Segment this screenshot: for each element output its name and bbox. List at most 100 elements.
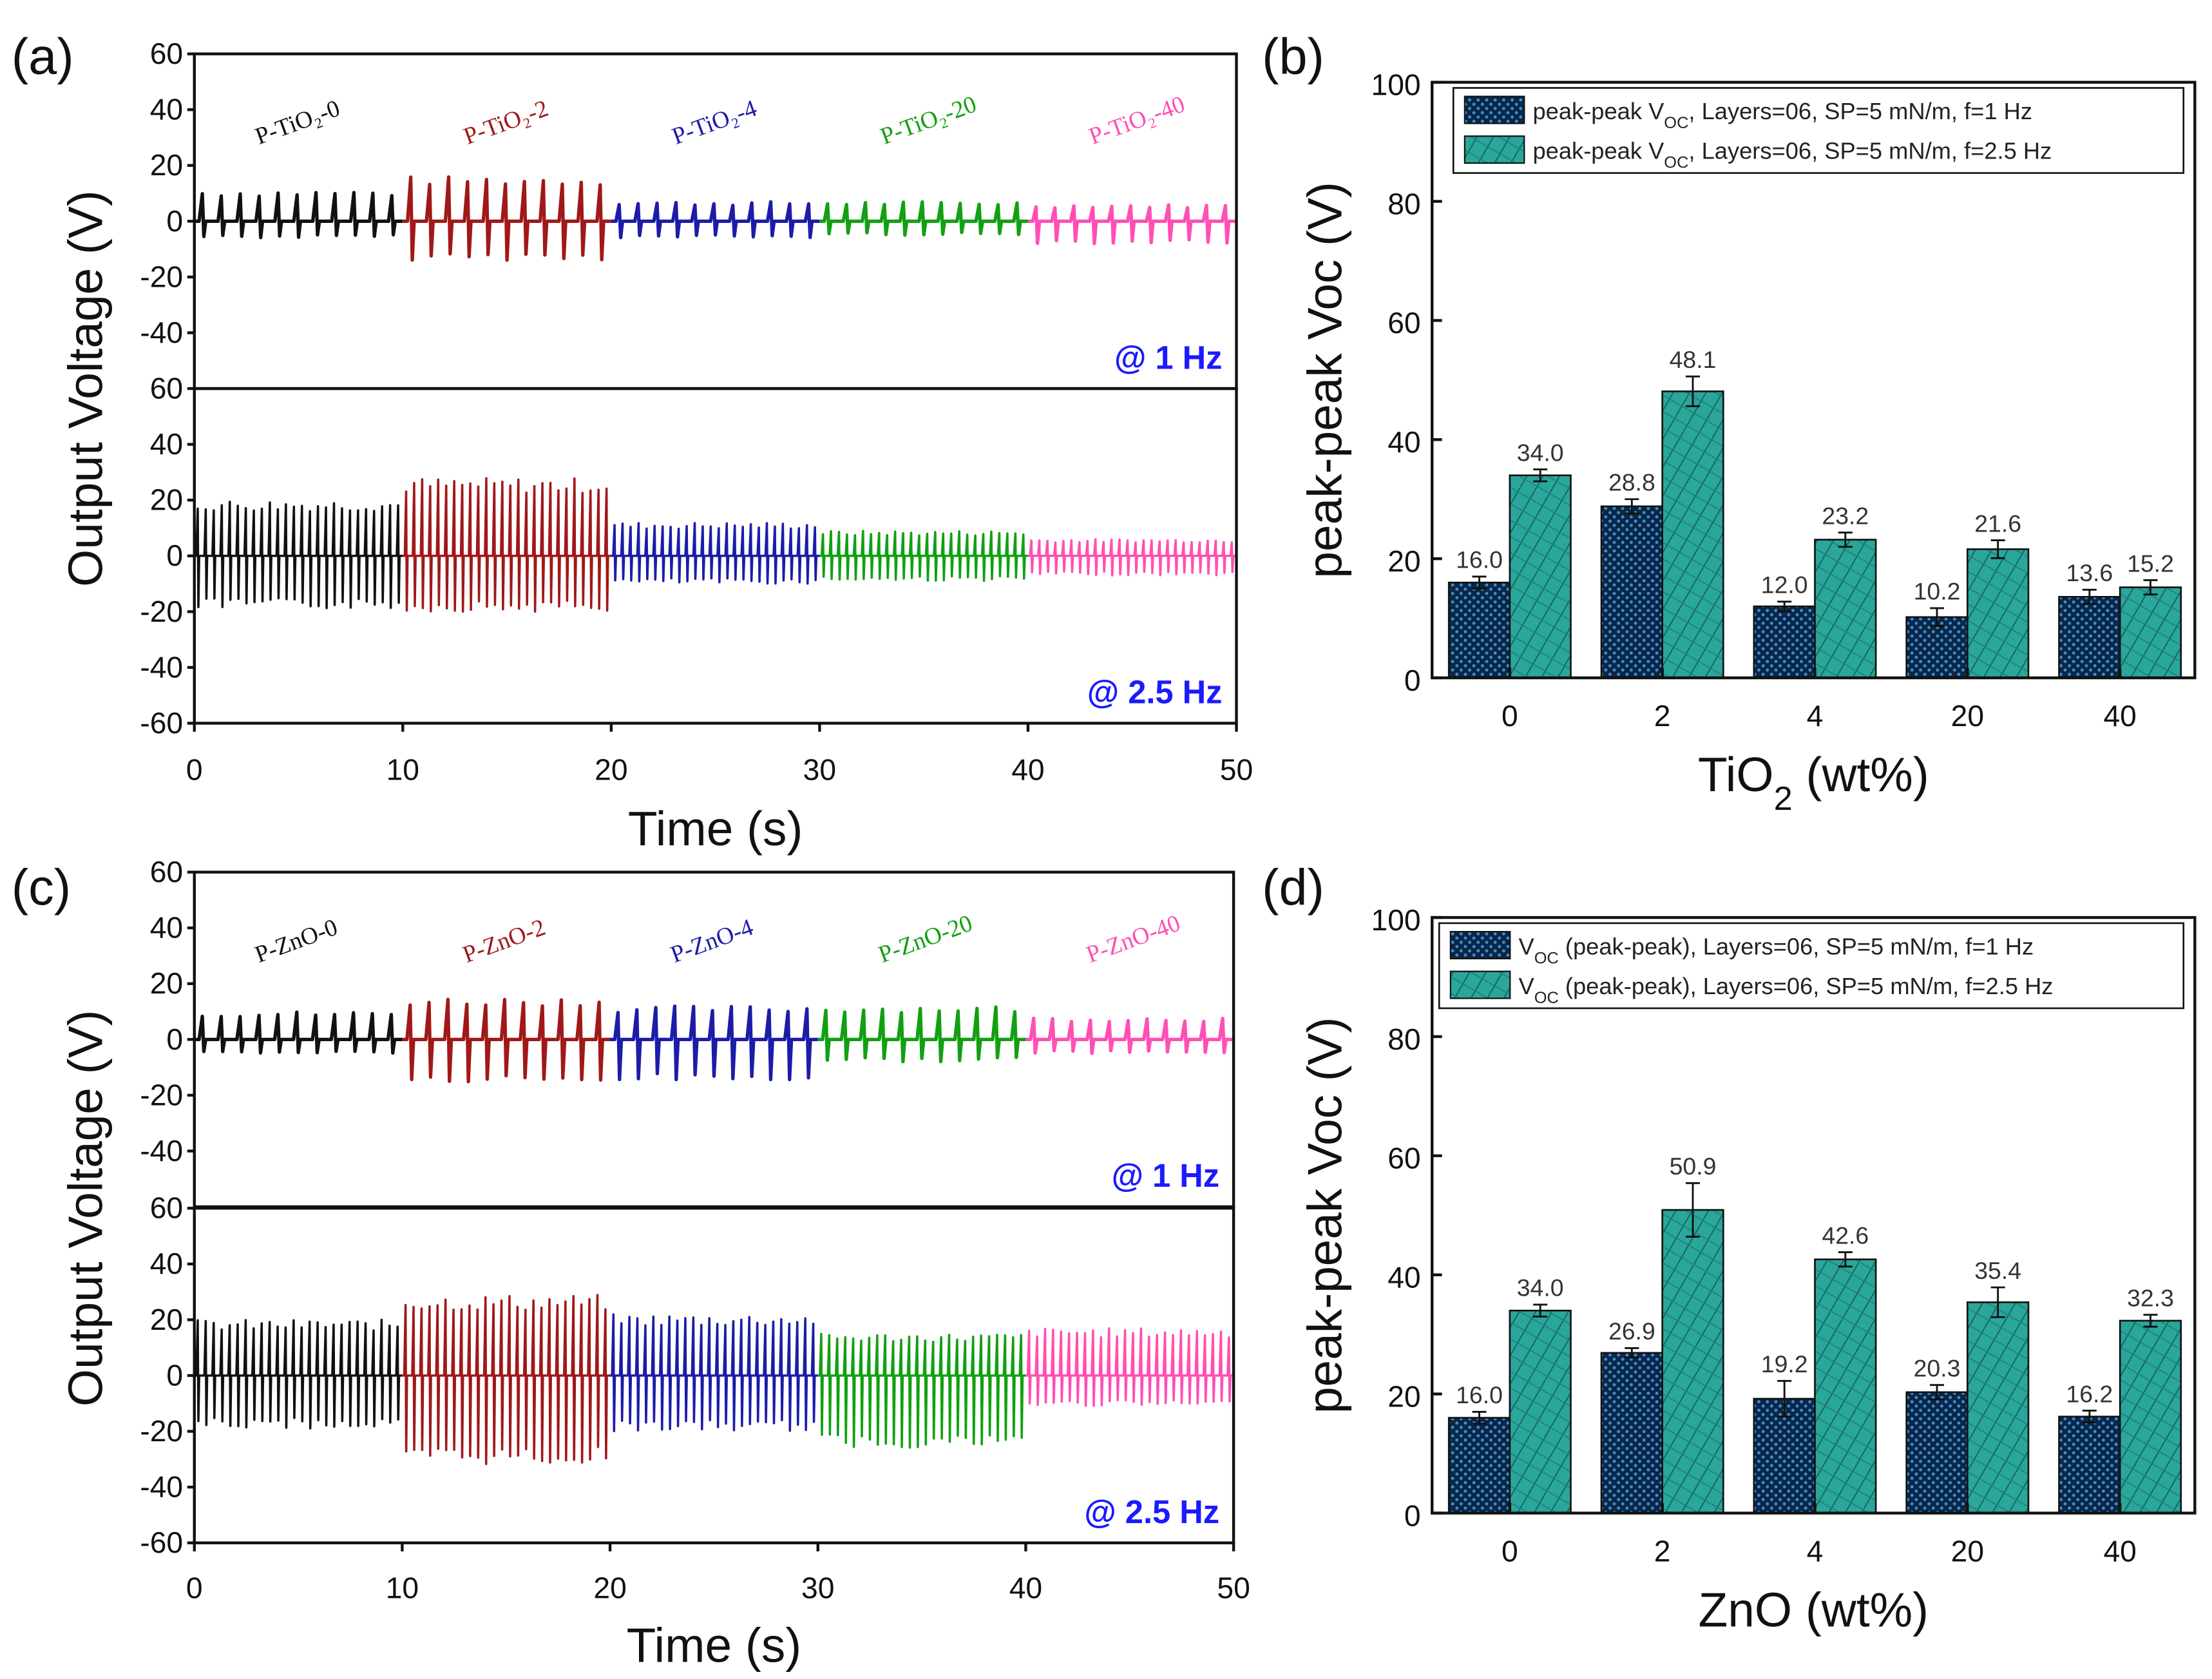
x-tick-label: 30 xyxy=(803,753,836,787)
error-bar xyxy=(1930,1384,1945,1401)
bar-2-5hz-20 xyxy=(1967,548,2030,679)
legend-entry-main: V xyxy=(1518,973,1534,999)
value-label: 48.1 xyxy=(1670,346,1717,373)
error-bar xyxy=(1625,1347,1639,1359)
x-tick-label: 20 xyxy=(595,753,627,787)
legend-swatch xyxy=(1464,135,1525,164)
y-tick-label: 60 xyxy=(150,1191,183,1225)
x-tick-label: 0 xyxy=(1502,699,1518,733)
signal-P-ZnO-0 xyxy=(194,1010,403,1055)
y-tick-label: 20 xyxy=(150,966,183,1000)
legend-swatch xyxy=(1449,970,1511,999)
value-label: 23.2 xyxy=(1822,502,1869,529)
frequency-annotation: @ 1 Hz xyxy=(1112,1157,1219,1194)
signal-P-ZnO-20 xyxy=(817,1005,1026,1064)
x-tick-label: 20 xyxy=(1951,1534,1984,1568)
signal-P-ZnO-4 xyxy=(610,1004,818,1082)
y-tick-label: 40 xyxy=(1387,425,1420,459)
panel-label: (b) xyxy=(1262,27,1324,84)
sample-label: P-ZnO-0 xyxy=(252,914,341,968)
y-tick-label: 0 xyxy=(166,1358,183,1392)
sample-label: P-ZnO-20 xyxy=(875,910,977,968)
bar-1hz-4 xyxy=(1753,605,1816,679)
panel-d: (d) 16.0 34.0 0 26.9 50.9 2 19.2 42.6 4 20.3 35.4 20… xyxy=(1262,858,2197,1637)
value-label: 10.2 xyxy=(1914,578,1961,605)
x-tick-label: 4 xyxy=(1807,699,1824,733)
x-tick-label: 0 xyxy=(1502,1534,1518,1568)
panel-label: (d) xyxy=(1262,858,1324,916)
x-tick-label: 40 xyxy=(1011,753,1044,787)
x-tick-label: 2 xyxy=(1654,699,1671,733)
x-tick-label: 40 xyxy=(2103,1534,2136,1568)
value-label: 50.9 xyxy=(1670,1153,1717,1180)
bar-2-5hz-40 xyxy=(2119,1319,2182,1514)
x-tick-label: 4 xyxy=(1807,1534,1824,1568)
value-label: 28.8 xyxy=(1608,469,1655,496)
plot-frame xyxy=(1431,81,2197,680)
value-label: 26.9 xyxy=(1608,1318,1655,1345)
sample-label: P-ZnO-4 xyxy=(667,914,757,968)
frequency-annotation: @ 1 Hz xyxy=(1114,339,1222,376)
panel-c: (c) P-ZnO-0 P-ZnO-2 P-ZnO-4 P-ZnO-20 P-ZnO-40… xyxy=(12,855,1250,1673)
bar-1hz-4 xyxy=(1753,1397,1816,1514)
y-tick-label: -60 xyxy=(140,1526,183,1559)
y-tick-label: 20 xyxy=(1387,544,1420,578)
x-axis-title-main: ZnO xyxy=(1699,1583,1793,1637)
legend: peak-peak VOC, Layers=06, SP=5 mN/m, f=1… xyxy=(1452,87,2185,174)
legend-entry: peak-peak VOC, Layers=06, SP=5 mN/m, f=1… xyxy=(1533,98,2033,132)
legend-box xyxy=(1452,87,2185,174)
error-bar xyxy=(1930,607,1945,628)
error-bar xyxy=(2143,1314,2158,1328)
x-tick-label: 40 xyxy=(2103,699,2136,733)
value-label: 21.6 xyxy=(1974,510,2021,537)
y-tick-label: 20 xyxy=(150,483,183,517)
legend-entry-rest: (peak-peak), Layers=06, SP=5 mN/m, f=2.5… xyxy=(1559,973,2054,999)
y-tick-label: -60 xyxy=(140,706,183,740)
y-tick-label: 40 xyxy=(1387,1261,1420,1294)
legend-entry-rest: , Layers=06, SP=5 mN/m, f=1 Hz xyxy=(1688,98,2032,124)
bar-1hz-0 xyxy=(1447,581,1511,679)
bar-2-5hz-4 xyxy=(1814,1258,1877,1514)
y-tick-label: 80 xyxy=(1387,1022,1420,1056)
error-bar xyxy=(1533,1303,1548,1318)
legend-entry: peak-peak VOC, Layers=06, SP=5 mN/m, f=2… xyxy=(1533,138,2052,172)
y-tick-label: 0 xyxy=(166,204,183,238)
y-tick-label: 0 xyxy=(166,1022,183,1056)
x-tick-label: 10 xyxy=(386,1571,419,1605)
y-tick-label: 60 xyxy=(150,855,183,888)
y-tick-label: 0 xyxy=(1404,664,1421,697)
y-tick-label: 40 xyxy=(150,911,183,945)
signal-P-TiO₂-40 xyxy=(1027,203,1237,245)
y-tick-label: 0 xyxy=(1404,1499,1421,1532)
signal-P-TiO₂-20 xyxy=(819,530,1028,582)
y-axis-title: peak-peak Voc (V) xyxy=(1297,182,1351,579)
y-tick-label: 60 xyxy=(1387,1142,1420,1175)
legend-entry: VOC (peak-peak), Layers=06, SP=5 mN/m, f… xyxy=(1518,973,2053,1007)
bar-2-5hz-40 xyxy=(2119,586,2182,679)
value-label: 16.2 xyxy=(2066,1380,2113,1407)
signal-P-TiO₂-2 xyxy=(403,175,611,262)
error-bar xyxy=(1838,532,1853,548)
x-tick-label: 20 xyxy=(593,1571,626,1605)
x-tick-label: 50 xyxy=(1220,753,1253,787)
sample-label: P-ZnO-2 xyxy=(459,914,549,968)
y-tick-label: 60 xyxy=(150,371,183,405)
y-tick-label: 20 xyxy=(150,148,183,182)
value-label: 15.2 xyxy=(2127,550,2174,577)
value-label: 20.3 xyxy=(1914,1355,1961,1382)
value-label: 12.0 xyxy=(1761,571,1808,599)
panel-label: (c) xyxy=(12,858,71,916)
y-tick-label: -20 xyxy=(140,595,183,628)
error-bar xyxy=(1625,498,1639,515)
legend-swatch xyxy=(1464,95,1525,124)
error-bar xyxy=(1838,1251,1853,1268)
legend: VOC (peak-peak), Layers=06, SP=5 mN/m, f… xyxy=(1438,922,2185,1010)
sample-label: P-TiO₂-4 xyxy=(669,95,760,150)
subplot-1hz: P-ZnO-0 P-ZnO-2 P-ZnO-4 P-ZnO-20 P-ZnO-40 60 4… xyxy=(140,855,1235,1209)
bar-1hz-20 xyxy=(1905,1391,1969,1514)
x-tick-label: 40 xyxy=(1009,1571,1042,1605)
x-tick-label: 2 xyxy=(1654,1534,1671,1568)
signal-P-TiO₂-2 xyxy=(403,477,611,613)
value-label: 34.0 xyxy=(1517,1274,1564,1301)
